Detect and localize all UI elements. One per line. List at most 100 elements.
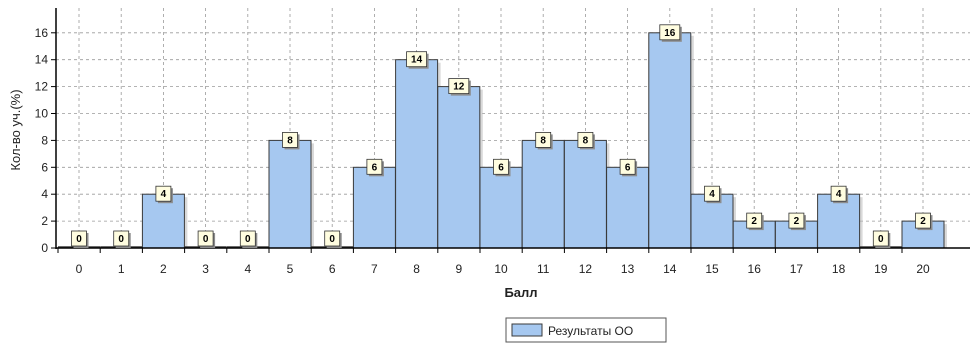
data-label: 0 <box>197 230 216 248</box>
data-label: 2 <box>746 212 764 231</box>
x-tick-label: 2 <box>160 262 167 276</box>
data-label-text: 0 <box>118 234 124 245</box>
data-label-box <box>406 51 428 68</box>
data-labels: 0 0 4 0 0 8 0 6 14 12 6 8 8 6 16 4 2 2 4 0 2 <box>71 24 933 248</box>
x-tick-label: 6 <box>329 262 336 276</box>
data-label-box <box>197 230 214 247</box>
data-label-text: 6 <box>372 162 378 173</box>
y-axis-title: Кол-во уч.(%) <box>8 89 23 170</box>
data-label-text: 0 <box>76 234 82 245</box>
legend-box <box>505 317 667 343</box>
x-tick-label: 17 <box>790 262 804 276</box>
data-label: 4 <box>704 185 722 204</box>
bar <box>352 166 396 249</box>
x-ticks: 0 1 2 3 4 5 6 7 8 9 10 11 12 13 14 15 16 17 18 19 20 <box>57 248 930 276</box>
data-label: 4 <box>155 185 173 204</box>
x-tick-label: 9 <box>455 262 462 276</box>
data-label-box <box>324 230 341 247</box>
x-tick-label: 1 <box>118 262 125 276</box>
data-label-text: 8 <box>287 135 293 146</box>
x-tick-label: 3 <box>202 262 209 276</box>
x-tick-label: 11 <box>537 262 550 276</box>
x-tick-label: 12 <box>579 262 593 276</box>
data-label: 2 <box>915 212 933 231</box>
bar <box>437 86 481 249</box>
data-label-box <box>659 24 681 41</box>
data-label-text: 8 <box>540 135 546 146</box>
data-label: 16 <box>659 24 682 42</box>
y-tick-label: 14 <box>35 53 49 67</box>
bar <box>563 139 607 249</box>
data-label-text: 0 <box>878 234 884 245</box>
data-label-text: 2 <box>794 216 800 227</box>
data-label-box <box>830 185 847 202</box>
y-tick-label: 8 <box>41 133 48 147</box>
data-label-text: 8 <box>583 135 589 146</box>
legend-swatch <box>511 323 543 337</box>
data-label: 0 <box>872 230 891 248</box>
y-tick-label: 10 <box>35 107 49 121</box>
data-label-text: 4 <box>836 189 842 200</box>
data-label-text: 6 <box>625 162 631 173</box>
data-label-box <box>71 230 87 247</box>
data-label: 0 <box>239 230 258 248</box>
data-label-box <box>366 158 383 175</box>
x-tick-label: 0 <box>76 262 83 276</box>
y-tick-label: 16 <box>35 26 49 40</box>
data-label-text: 6 <box>498 162 504 173</box>
y-ticks: 0 2 4 6 8 10 12 14 16 <box>35 26 56 255</box>
x-tick-label: 10 <box>494 262 508 276</box>
x-axis-title: Балл <box>504 285 537 300</box>
data-label-box <box>535 131 552 148</box>
data-label-text: 0 <box>329 234 335 245</box>
y-tick-label: 6 <box>41 160 48 174</box>
data-label-text: 16 <box>664 28 676 39</box>
data-label-text: 4 <box>161 189 167 200</box>
x-tick-label: 14 <box>663 262 677 276</box>
data-label: 6 <box>619 158 638 177</box>
y-tick-label: 0 <box>41 241 48 255</box>
legend: Результаты ОО <box>505 317 667 343</box>
y-tick-label: 2 <box>41 214 48 228</box>
bar <box>606 166 650 249</box>
x-tick-label: 7 <box>371 262 378 276</box>
data-label: 6 <box>366 158 384 177</box>
data-label-box <box>619 158 636 175</box>
data-label-box <box>113 230 130 247</box>
data-label: 14 <box>406 51 429 69</box>
x-tick-label: 8 <box>413 262 420 276</box>
data-label: 8 <box>577 131 595 150</box>
data-label-box <box>493 158 509 175</box>
data-label-box <box>872 230 889 247</box>
data-label-text: 0 <box>245 234 251 245</box>
data-label-box <box>239 230 256 247</box>
bar <box>521 139 565 249</box>
data-label: 8 <box>535 131 553 150</box>
data-label-box <box>746 212 763 229</box>
bar <box>395 59 439 249</box>
data-label-box <box>282 131 298 148</box>
data-label-box <box>704 185 720 202</box>
x-tick-label: 19 <box>874 262 888 276</box>
x-tick-label: 18 <box>832 262 846 276</box>
x-tick-label: 16 <box>748 262 762 276</box>
data-label: 12 <box>448 78 471 96</box>
data-label: 0 <box>113 230 131 248</box>
bar <box>648 32 692 249</box>
data-label-box <box>448 78 470 94</box>
x-tick-label: 15 <box>705 262 719 276</box>
y-tick-label: 12 <box>35 80 49 94</box>
data-label: 6 <box>493 158 511 177</box>
legend-label: Результаты ОО <box>548 324 633 338</box>
data-label-box <box>577 131 594 148</box>
bar <box>479 166 523 249</box>
data-label: 0 <box>71 230 89 248</box>
data-label-text: 2 <box>920 216 926 227</box>
x-tick-label: 13 <box>621 262 635 276</box>
data-label-text: 14 <box>411 55 423 66</box>
data-label-text: 0 <box>203 234 209 245</box>
bar <box>268 139 312 249</box>
data-label-box <box>915 212 931 229</box>
data-label: 4 <box>830 185 849 204</box>
